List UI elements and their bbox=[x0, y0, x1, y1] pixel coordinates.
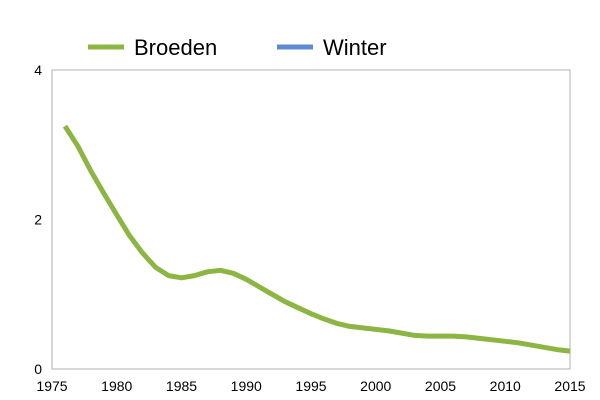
plot-area bbox=[51, 69, 571, 370]
x-tick-label: 1990 bbox=[231, 378, 262, 394]
legend: Broeden Winter bbox=[88, 35, 387, 60]
x-axis: 1975 1980 1985 1990 1995 2000 2005 2010 2015 bbox=[36, 378, 585, 394]
x-tick-label: 2000 bbox=[360, 378, 391, 394]
y-tick-label: 0 bbox=[34, 361, 42, 377]
x-tick-label: 1980 bbox=[101, 378, 132, 394]
x-tick-label: 1985 bbox=[166, 378, 197, 394]
x-tick-label: 2010 bbox=[490, 378, 521, 394]
x-tick-label: 1995 bbox=[295, 378, 326, 394]
x-tick-label: 2015 bbox=[554, 378, 585, 394]
x-tick-label: 1975 bbox=[36, 378, 67, 394]
legend-label-broeden: Broeden bbox=[134, 35, 217, 60]
series-layer bbox=[62, 124, 571, 354]
legend-label-winter: Winter bbox=[323, 35, 387, 60]
x-tick-label: 2005 bbox=[425, 378, 456, 394]
y-tick-label: 4 bbox=[34, 62, 42, 78]
series-line-broeden bbox=[62, 124, 571, 354]
y-axis: 0 2 4 bbox=[34, 62, 42, 377]
y-tick-label: 2 bbox=[34, 212, 42, 228]
